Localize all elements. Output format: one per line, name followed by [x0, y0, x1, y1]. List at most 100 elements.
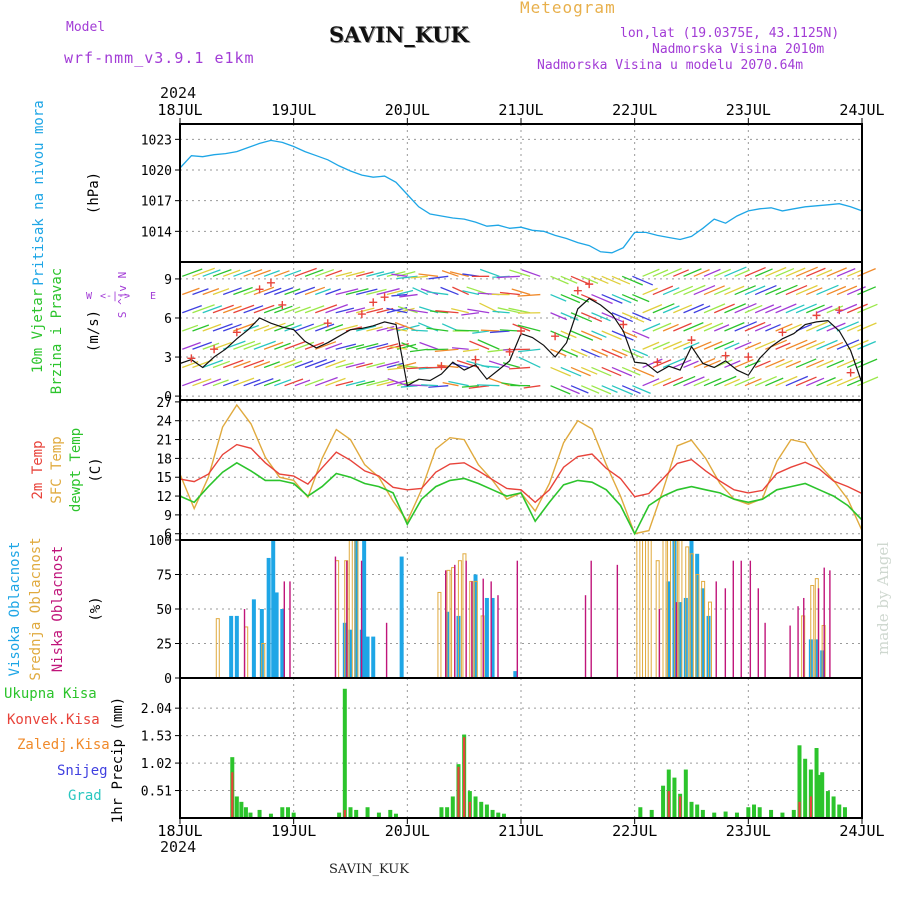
wind-barb-31 — [222, 323, 242, 332]
wind-barb-189 — [442, 382, 459, 387]
precip-bar-0-5 — [257, 809, 262, 818]
y-tick-label-1-3: 9 — [164, 273, 172, 288]
wind-barb-419 — [785, 267, 806, 277]
wind-barb-316 — [642, 358, 663, 369]
x-tick-label-top-2: 20JUL — [385, 101, 430, 119]
wind-barb-80 — [294, 323, 315, 332]
cloud-bar-0-0 — [229, 615, 234, 678]
wind-barb-45 — [243, 324, 259, 332]
wind-barb-203 — [461, 385, 479, 388]
wind-barb-302 — [621, 366, 641, 376]
cloud-bar-0-1 — [234, 615, 239, 678]
wind-barb-152 — [396, 289, 414, 296]
wind-barb-447 — [826, 267, 847, 277]
wind-barb-427 — [806, 377, 825, 387]
x-tick-label-bottom-4: 22JUL — [612, 822, 657, 840]
gust-marker-6 — [323, 319, 332, 328]
wind-barb-181 — [418, 273, 439, 277]
wind-barb-378 — [734, 376, 755, 387]
wind-barb-376 — [724, 285, 745, 296]
wind-barb-159 — [391, 293, 408, 297]
gust-marker-5 — [278, 300, 287, 309]
wind-barb-116 — [345, 307, 366, 314]
wind-barb-375 — [724, 303, 746, 314]
y-tick-label-1-1: 3 — [164, 351, 172, 366]
wind-barb-332 — [662, 323, 679, 332]
precip-bar-0-42 — [734, 812, 739, 818]
cloud-bar-2-14 — [516, 560, 519, 678]
wind-barb-431 — [806, 304, 825, 314]
wind-barb-97 — [315, 268, 335, 277]
wind-barb-308 — [632, 385, 651, 394]
wind-barb-111 — [335, 271, 353, 277]
gust-marker-22 — [778, 328, 787, 337]
y-tick-label-0-0: 1014 — [141, 225, 172, 240]
x-tick-label-top-4: 22JUL — [612, 101, 657, 119]
wind-legend-east: E — [150, 291, 156, 302]
cloud-bar-2-10 — [471, 581, 473, 678]
wind-barb-218 — [481, 365, 500, 369]
precip-bar-1-2 — [457, 766, 460, 818]
precip-bar-0-34 — [672, 777, 677, 818]
wind-barb-453 — [836, 285, 858, 296]
cloud-bar-2-9 — [465, 560, 467, 678]
wind-barb-146 — [386, 270, 406, 277]
precip-title: 1hr Precip (mm) — [110, 697, 126, 823]
wind-barb-421 — [795, 358, 817, 369]
wind-barb-277 — [580, 312, 603, 323]
cloud-bar-2-13 — [497, 595, 499, 678]
wind-barb-273 — [580, 385, 600, 394]
wind-barb-202 — [449, 271, 469, 277]
precip-bar-0-54 — [820, 772, 825, 818]
wind-barb-360 — [703, 322, 724, 332]
wind-barb-263 — [560, 312, 579, 321]
gust-marker-21 — [744, 353, 753, 362]
wind-barb-112 — [345, 380, 366, 387]
cloud-bar-0-5 — [271, 540, 276, 678]
cloud-bar-0-31 — [814, 639, 819, 678]
wind-barb-135 — [376, 343, 399, 350]
wind-barb-93 — [315, 341, 337, 350]
wind-barb-125 — [356, 271, 374, 277]
wind-barb-154 — [387, 377, 408, 387]
wind-barb-118 — [345, 270, 365, 277]
wind-barb-245 — [523, 385, 541, 389]
wind-barb-171 — [411, 329, 428, 332]
wind-barb-275 — [580, 348, 600, 358]
gust-marker-24 — [835, 306, 844, 315]
wind-barb-124 — [356, 288, 378, 296]
wind-barb-450 — [836, 339, 860, 350]
wind-barb-15 — [202, 359, 224, 369]
wind-barb-358 — [703, 359, 721, 369]
wind-barb-356 — [693, 269, 710, 277]
gust-marker-18 — [653, 358, 662, 367]
wind-barb-260 — [560, 366, 582, 377]
sfc-temp-title: SFC Temp — [49, 436, 65, 503]
wind-barb-220 — [480, 329, 500, 332]
precip-bar-0-9 — [291, 812, 296, 818]
y-tick-label-4-1: 1.02 — [141, 757, 172, 772]
precip-legend-3: Snijeg — [57, 763, 108, 779]
wind-barb-156 — [388, 345, 408, 350]
wind-barb-9 — [192, 341, 212, 350]
dewpoint-title: dewpt Temp — [68, 428, 84, 512]
cloud-bar-0-18 — [473, 574, 478, 678]
cloud-bar-0-27 — [695, 553, 700, 678]
wind-barb-17 — [202, 323, 222, 332]
wind-barb-193 — [435, 310, 459, 314]
x-tick-label-bottom-5: 23JUL — [726, 822, 771, 840]
wind-barb-48 — [243, 268, 263, 277]
wind-barb-121 — [356, 342, 379, 350]
wind-barb-67 — [274, 305, 293, 314]
wind-barb-71 — [284, 360, 303, 369]
wind-barb-401 — [765, 339, 788, 350]
wind-barb-312 — [632, 312, 652, 322]
wind-barb-123 — [356, 307, 375, 314]
precip-legend-2: Zaledj.Kisa — [17, 737, 110, 753]
wind-barb-85 — [304, 358, 327, 369]
wind-barb-87 — [304, 322, 327, 332]
wind-barb-42 — [243, 378, 261, 387]
precip-bar-0-18 — [439, 807, 444, 818]
wind-barb-49 — [253, 377, 274, 387]
y-tick-label-2-0: 6 — [164, 528, 172, 543]
